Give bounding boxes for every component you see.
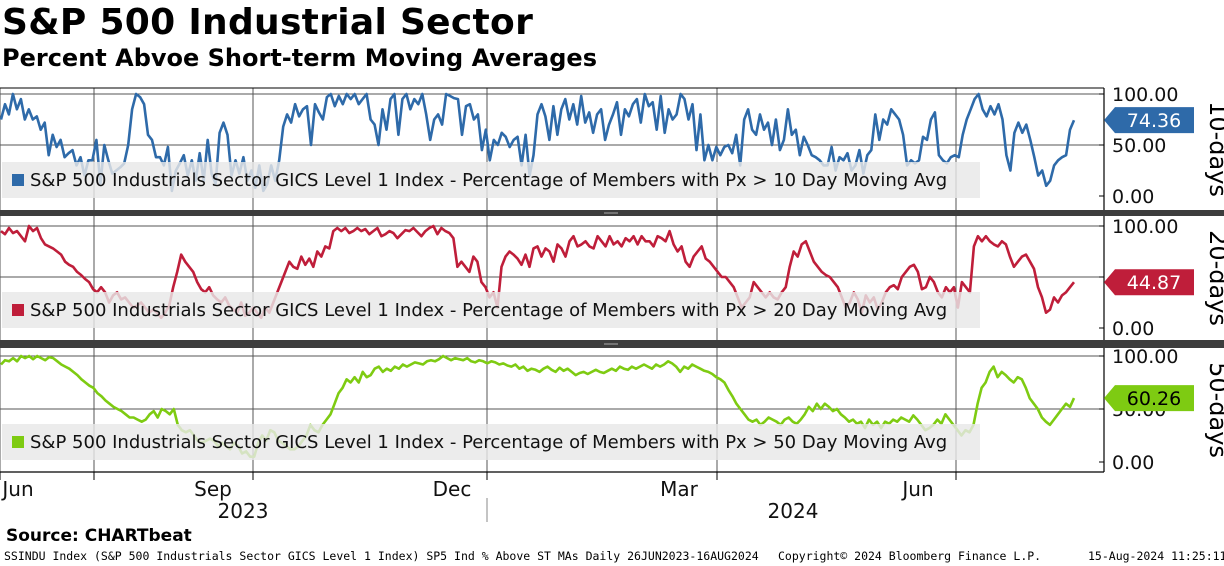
panel-20-days: S&P 500 Industrials Sector GICS Level 1 … [0, 216, 1224, 340]
chart-subtitle: Percent Abvoe Short-term Moving Averages [2, 44, 597, 72]
legend-swatch [12, 304, 24, 316]
x-tick-label: Mar [660, 477, 699, 501]
panel-label: 50-days [1204, 362, 1224, 458]
chart-title: S&P 500 Industrial Sector [2, 2, 534, 43]
x-tick-label: Sep [194, 477, 232, 501]
source-note: Source: CHARTbeat [6, 526, 192, 546]
last-value-flag [1104, 107, 1194, 134]
x-tick-label: Jun [900, 477, 933, 501]
last-value-flag [1104, 269, 1194, 296]
footer-timestamp: 15-Aug-2024 11:25:11 [1088, 549, 1224, 563]
last-value-label: 60.26 [1127, 388, 1181, 410]
legend-label: S&P 500 Industrials Sector GICS Level 1 … [30, 170, 947, 191]
x-tick-label: Jun [0, 477, 33, 501]
y-tick-label: 0.00 [1112, 186, 1154, 208]
y-tick-label: 100.00 [1112, 346, 1178, 368]
footer-copyright: Copyright© 2024 Bloomberg Finance L.P. [778, 549, 1042, 563]
last-value-flag [1104, 385, 1194, 412]
x-tick-label: Dec [433, 477, 472, 501]
year-label: 2024 [768, 499, 819, 523]
last-value-label: 74.36 [1127, 110, 1181, 132]
panel-label: 10-days [1204, 101, 1224, 197]
footer-description: SSINDU Index (S&P 500 Industrials Sector… [4, 549, 759, 563]
legend-swatch [12, 436, 24, 448]
panel-10-days: S&P 500 Industrials Sector GICS Level 1 … [0, 84, 1224, 210]
y-tick-label: 0.00 [1112, 452, 1154, 474]
legend-swatch [12, 174, 24, 186]
legend-box [2, 424, 980, 460]
panel-50-days: S&P 500 Industrials Sector GICS Level 1 … [0, 346, 1224, 474]
last-value-label: 44.87 [1127, 272, 1181, 294]
y-tick-label: 0.00 [1112, 318, 1154, 340]
legend-label: S&P 500 Industrials Sector GICS Level 1 … [30, 300, 947, 321]
y-tick-label: 50.00 [1112, 135, 1166, 157]
y-tick-label: 100.00 [1112, 216, 1178, 238]
legend-box [2, 162, 980, 198]
y-tick-label: 100.00 [1112, 84, 1178, 106]
series-line-20-days [0, 224, 1076, 320]
legend-box [2, 292, 980, 328]
year-label: 2023 [218, 499, 269, 523]
legend-label: S&P 500 Industrials Sector GICS Level 1 … [30, 432, 947, 453]
panel-label: 20-days [1204, 230, 1224, 326]
